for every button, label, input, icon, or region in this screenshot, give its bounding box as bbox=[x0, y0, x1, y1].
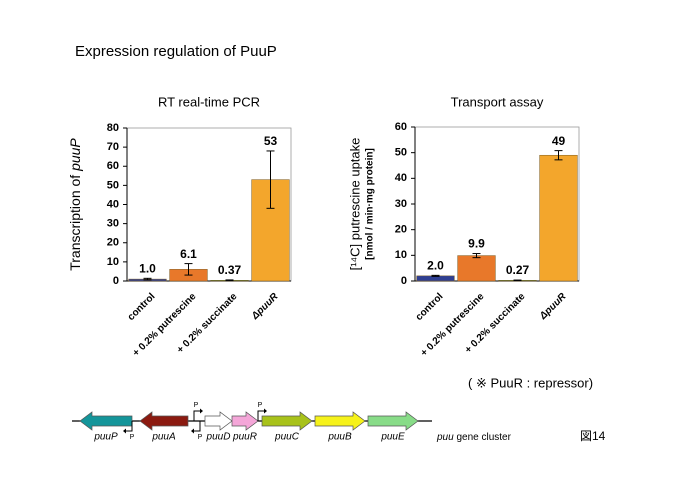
promoter-label: P bbox=[194, 402, 199, 409]
slide-title: Expression regulation of PuuP bbox=[75, 43, 277, 60]
promoter-head bbox=[200, 408, 203, 414]
promoter-label: P bbox=[130, 434, 135, 441]
y-tick-label: 20 bbox=[395, 224, 407, 236]
cluster-label: puu gene cluster bbox=[436, 432, 512, 443]
y-axis-unit: [nmol / min·mg protein] bbox=[365, 148, 376, 260]
y-tick-label: 70 bbox=[107, 141, 119, 153]
y-tick-label: 0 bbox=[401, 275, 407, 287]
chart-title: RT real-time PCR bbox=[158, 94, 260, 109]
gene-label: puuA bbox=[151, 432, 176, 443]
gene-arrow bbox=[79, 411, 133, 431]
y-tick-label: 10 bbox=[395, 249, 407, 261]
cluster-text: gene cluster bbox=[454, 432, 512, 443]
gene-label: puuE bbox=[380, 432, 405, 443]
gene-label: puuP bbox=[93, 432, 118, 443]
gene-label: puuC bbox=[274, 432, 300, 443]
promoter bbox=[194, 421, 201, 432]
gene-arrow bbox=[231, 411, 259, 431]
y-tick-label: 30 bbox=[107, 218, 119, 230]
y-tick-label: 50 bbox=[395, 147, 407, 159]
note: ( ※ PuuR : repressor) bbox=[468, 375, 593, 390]
y-tick-label: 60 bbox=[395, 121, 407, 133]
y-axis-label: Transcription of puuP bbox=[67, 138, 83, 271]
figure-label: 図14 bbox=[580, 429, 606, 443]
gene-label: puuB bbox=[327, 432, 352, 443]
cluster-gene: puu bbox=[436, 432, 454, 443]
value-label: 49 bbox=[552, 134, 566, 148]
promoter-head bbox=[123, 428, 126, 434]
promoter-head bbox=[264, 408, 267, 414]
gene-label: puuR bbox=[232, 432, 257, 443]
y-axis-label-text: Transcription of bbox=[67, 171, 83, 271]
gene-arrow bbox=[139, 411, 189, 431]
value-label: 0.37 bbox=[218, 263, 242, 277]
gene-arrow bbox=[261, 411, 313, 431]
y-tick-label: 60 bbox=[107, 160, 119, 172]
y-tick-label: 0 bbox=[113, 275, 119, 287]
promoter-label: P bbox=[258, 402, 263, 409]
y-axis-label-gene: puuP bbox=[67, 138, 83, 172]
y-axis-label: [¹⁴C] putrescine uptake bbox=[347, 138, 362, 271]
gene-arrow bbox=[367, 411, 419, 431]
gene-label: puuD bbox=[206, 432, 231, 443]
y-tick-label: 40 bbox=[395, 172, 407, 184]
value-label: 53 bbox=[264, 134, 278, 148]
promoter-label: P bbox=[198, 434, 203, 441]
promoter-head bbox=[191, 428, 194, 434]
bar bbox=[457, 255, 496, 282]
y-tick-label: 80 bbox=[107, 122, 119, 134]
y-tick-label: 40 bbox=[107, 198, 119, 210]
promoter bbox=[193, 410, 200, 421]
value-label: 6.1 bbox=[180, 247, 197, 261]
gene-arrow bbox=[314, 411, 366, 431]
y-tick-label: 30 bbox=[395, 198, 407, 210]
chart-title: Transport assay bbox=[451, 94, 544, 109]
y-tick-label: 10 bbox=[107, 256, 119, 268]
promoter bbox=[126, 421, 133, 432]
bar bbox=[539, 154, 578, 282]
y-tick-label: 20 bbox=[107, 237, 119, 249]
value-label: 1.0 bbox=[139, 261, 156, 275]
y-tick-label: 50 bbox=[107, 179, 119, 191]
promoter bbox=[257, 410, 264, 421]
value-label: 2.0 bbox=[427, 259, 444, 273]
value-label: 9.9 bbox=[468, 237, 485, 251]
value-label: 0.27 bbox=[506, 263, 530, 277]
gene-arrow bbox=[204, 411, 233, 431]
